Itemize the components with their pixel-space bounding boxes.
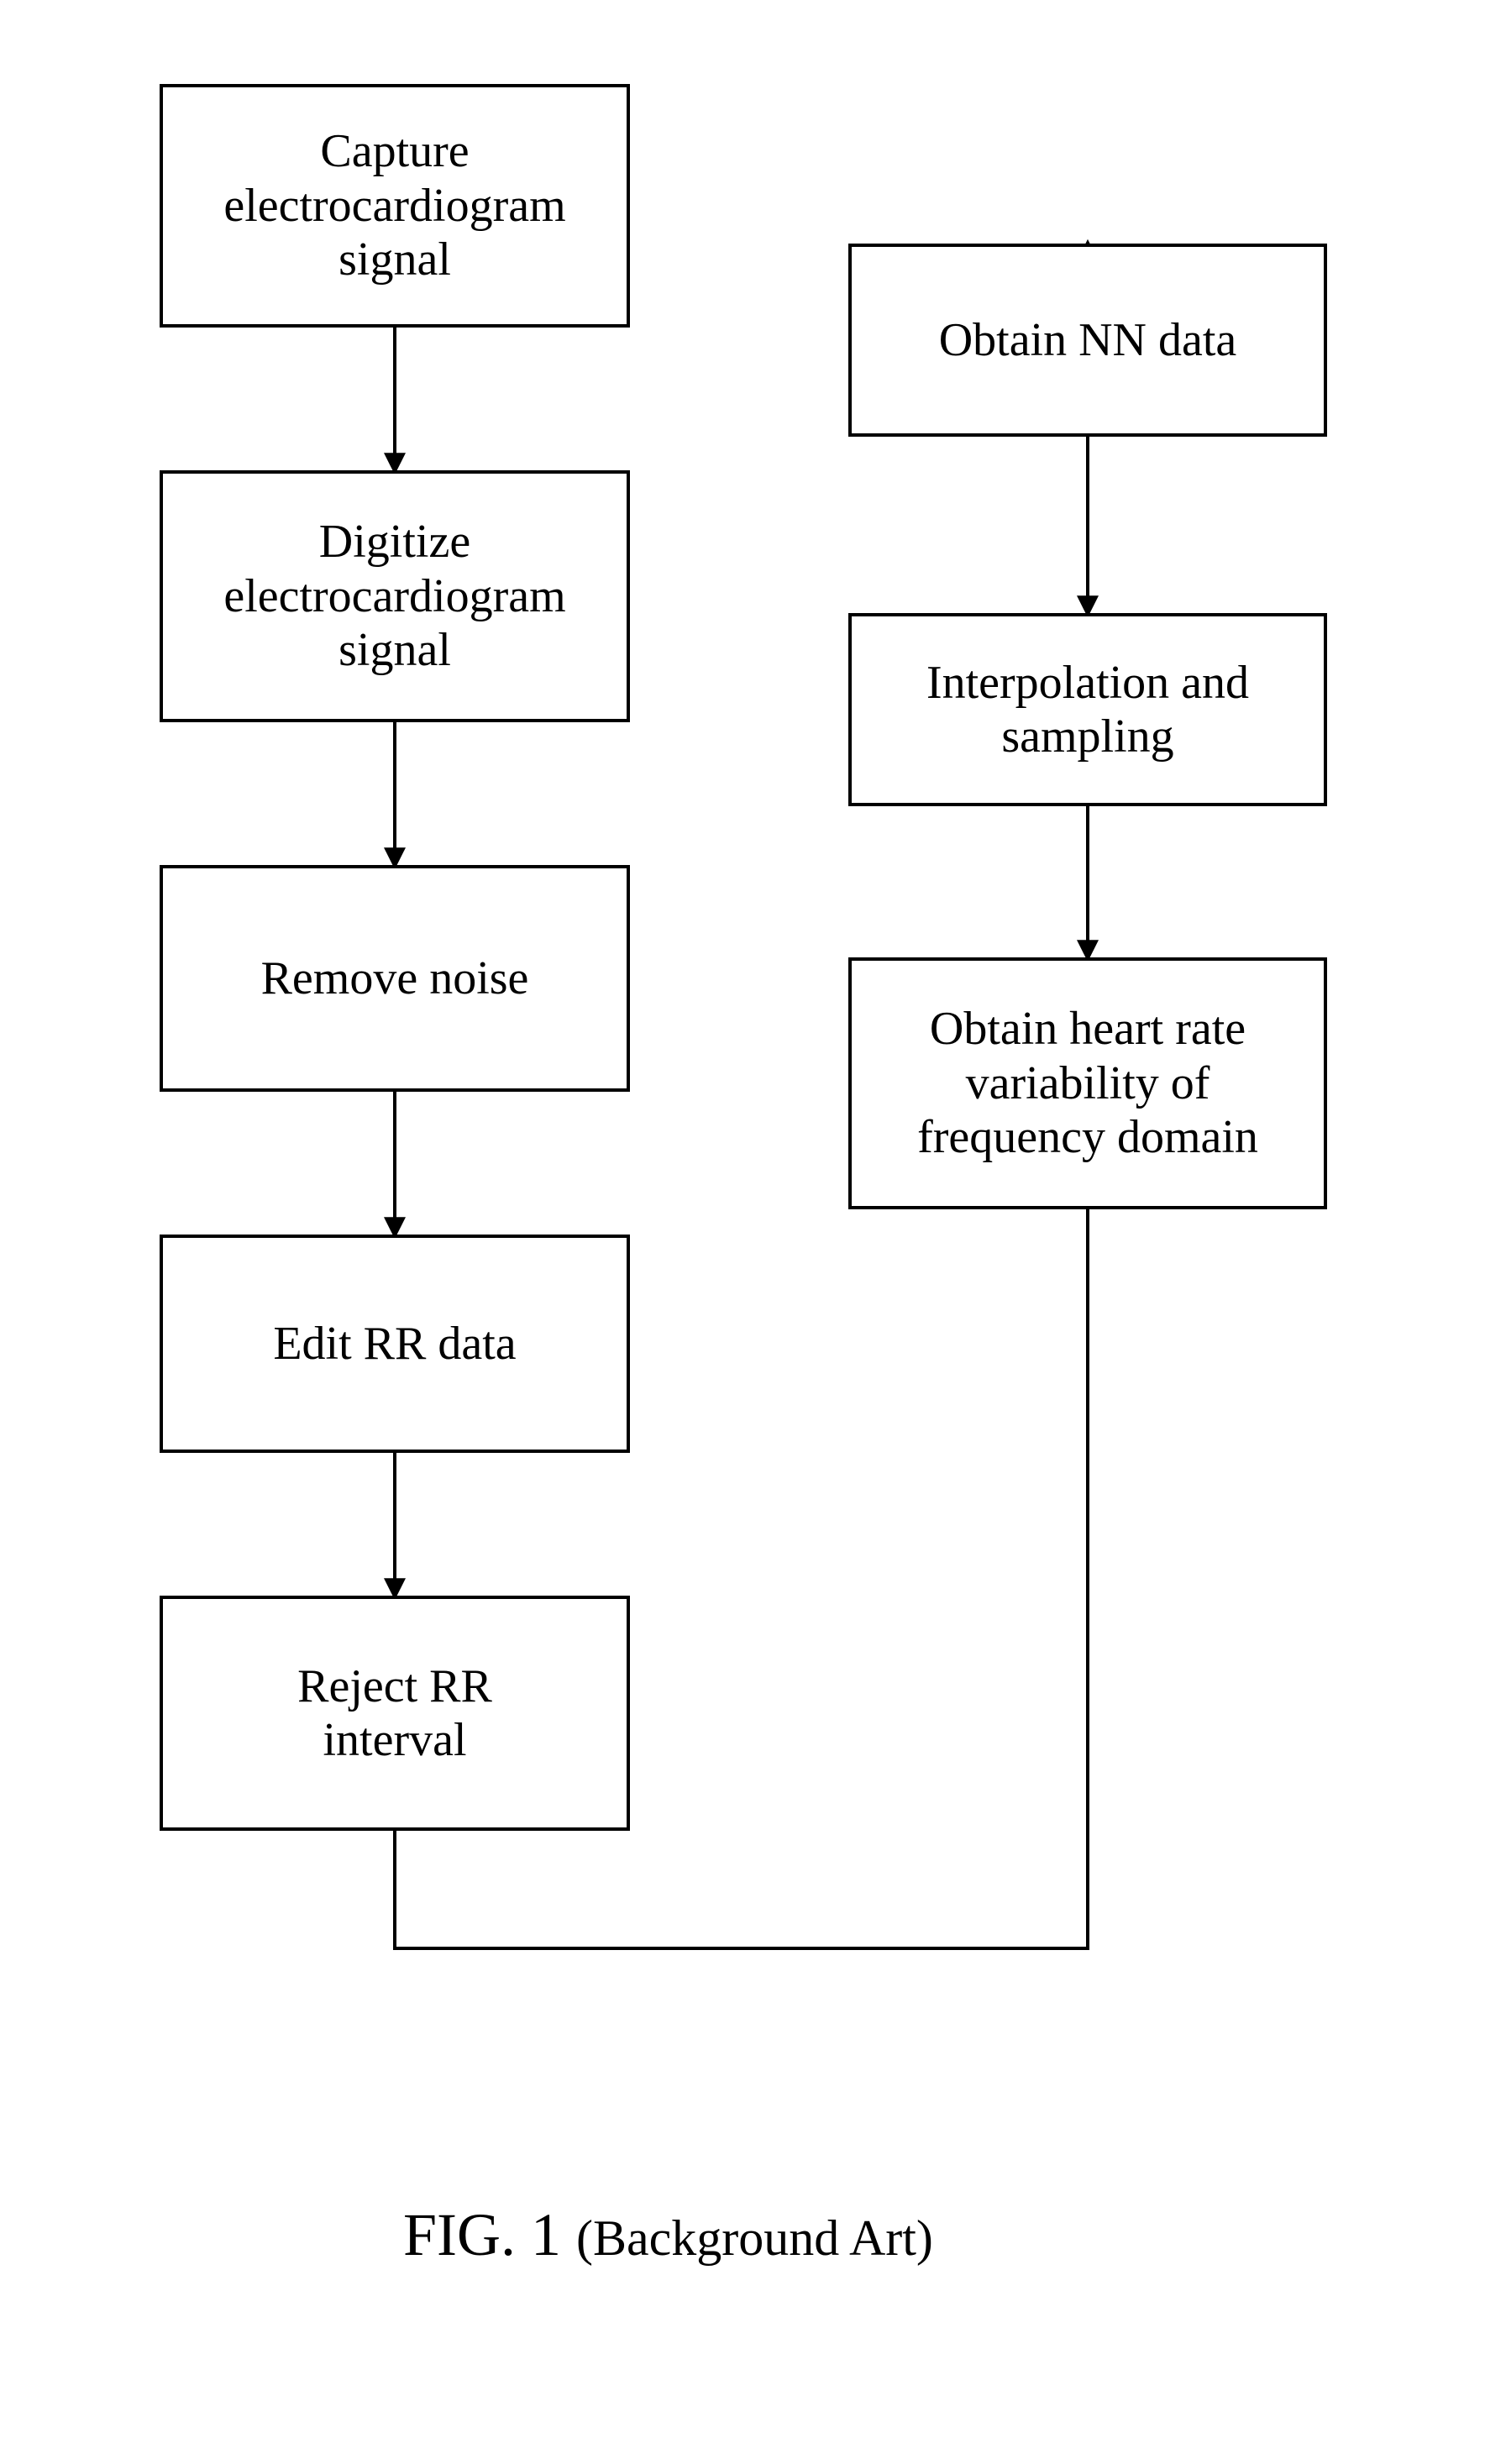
node-n3: Remove noise (160, 865, 630, 1092)
node-n7: Interpolation andsampling (848, 613, 1327, 806)
node-n1: Captureelectrocardiogramsignal (160, 84, 630, 328)
node-label: Obtain NN data (939, 313, 1237, 367)
node-label: Digitizeelectrocardiogramsignal (223, 515, 565, 677)
node-label: Remove noise (261, 952, 529, 1005)
node-label: Reject RRinterval (297, 1659, 492, 1768)
node-label: Captureelectrocardiogramsignal (223, 124, 565, 286)
node-n6: Obtain NN data (848, 244, 1327, 437)
node-n2: Digitizeelectrocardiogramsignal (160, 470, 630, 722)
node-label: Obtain heart ratevariability offrequency… (917, 1002, 1258, 1164)
caption-sub: (Background Art) (576, 2210, 933, 2266)
node-n8: Obtain heart ratevariability offrequency… (848, 957, 1327, 1209)
node-label: Edit RR data (273, 1317, 516, 1371)
node-label: Interpolation andsampling (926, 656, 1249, 764)
figure-caption: FIG. 1 (Background Art) (403, 2200, 933, 2270)
caption-fig: FIG. 1 (403, 2201, 576, 2268)
node-n4: Edit RR data (160, 1235, 630, 1453)
flowchart-canvas: Captureelectrocardiogramsignal Digitizeel… (0, 0, 1506, 2464)
node-n5: Reject RRinterval (160, 1596, 630, 1831)
